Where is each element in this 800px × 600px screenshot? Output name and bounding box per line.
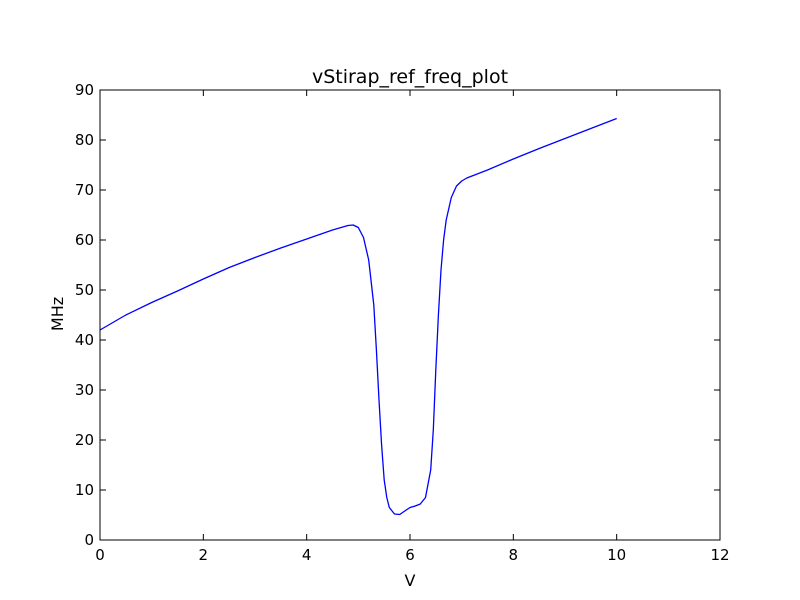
x-tick-label: 12 [710, 546, 729, 564]
y-tick-label: 40 [75, 331, 94, 349]
y-tick-label: 50 [75, 281, 94, 299]
x-tick-label: 2 [199, 546, 209, 564]
y-tick-label: 10 [75, 481, 94, 499]
x-tick-label: 0 [95, 546, 105, 564]
x-tick-label: 10 [607, 546, 626, 564]
plot-area: 0 2 4 6 8 10 12 0 10 20 30 40 50 60 70 80 90 [75, 81, 730, 564]
y-tick-label: 20 [75, 431, 94, 449]
y-tick-label: 30 [75, 381, 94, 399]
x-axis-label: V [405, 571, 416, 590]
y-tick-label: 80 [75, 131, 94, 149]
x-tick-label: 6 [405, 546, 415, 564]
y-tick-label: 0 [84, 531, 94, 549]
y-tick-label: 90 [75, 81, 94, 99]
x-tick-label: 4 [302, 546, 312, 564]
series-line-0 [99, 117, 617, 516]
y-tick-label: 70 [75, 181, 94, 199]
chart-title: vStirap_ref_freq_plot [312, 66, 508, 88]
x-tick-label: 8 [509, 546, 519, 564]
y-tick-label: 60 [75, 231, 94, 249]
y-axis-label: MHz [48, 297, 67, 331]
